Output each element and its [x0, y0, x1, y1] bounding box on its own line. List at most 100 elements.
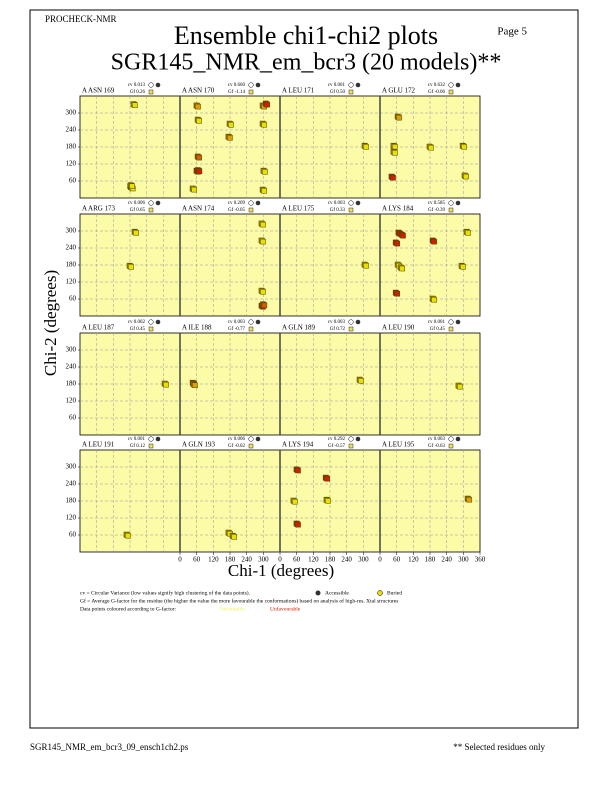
data-point	[196, 168, 203, 174]
y-tick-label: 60	[69, 177, 77, 185]
data-point	[261, 122, 267, 128]
data-point	[399, 265, 405, 272]
legend-cv: cv = Circular Variance (low values signi…	[80, 589, 251, 596]
y-tick-label: 60	[69, 531, 77, 539]
panel-gf: Gf -0.57	[328, 444, 345, 449]
x-tick-label: 180	[325, 556, 336, 564]
panel-cv: cv 0.003	[228, 320, 246, 325]
data-point	[260, 221, 266, 228]
panel-cv: cv 0.209	[228, 201, 246, 206]
panel-title: A ASN 174	[182, 205, 215, 213]
gf-icon	[448, 326, 454, 332]
data-point	[129, 183, 135, 189]
y-tick-label: 120	[66, 514, 77, 522]
x-tick-label: 0	[278, 556, 282, 564]
panel-title: A ARG 173	[82, 205, 116, 213]
panel-gf: Gf -1.14	[228, 90, 245, 95]
x-tick-label: 0	[378, 556, 382, 564]
x-tick-label: 120	[208, 556, 219, 564]
data-point	[196, 154, 202, 161]
x-tick-label: 180	[425, 556, 436, 564]
panel-cv: cv 0.013	[128, 83, 146, 88]
panel-title: A LYS 184	[382, 205, 414, 213]
x-tick-label: 60	[193, 556, 201, 564]
y-tick-label: 180	[66, 143, 77, 151]
cv-icon	[148, 436, 154, 442]
panel-title: A LEU 187	[82, 324, 115, 332]
y-tick-label: 120	[66, 160, 77, 168]
page-number: Page 5	[497, 26, 527, 38]
data-point	[394, 291, 400, 297]
panel-gf: Gf 0.65	[130, 208, 146, 213]
gf-icon	[248, 89, 254, 95]
panel-title: A GLU 172	[382, 87, 416, 95]
y-tick-label: 240	[66, 363, 77, 371]
panel-gf: Gf -0.63	[428, 444, 445, 449]
panel-title: A LEU 171	[282, 87, 315, 95]
data-point	[394, 240, 400, 247]
cv-icon	[448, 319, 454, 325]
gf-icon	[348, 326, 354, 332]
y-tick-label: 300	[66, 346, 77, 354]
data-point	[295, 467, 301, 474]
panel-title: A GLN 193	[182, 441, 216, 449]
gf-icon	[348, 207, 354, 213]
data-point	[260, 289, 266, 295]
panel-cv: cv 0.632	[428, 83, 446, 88]
data-point	[163, 381, 169, 388]
data-point	[428, 144, 434, 151]
panel-cv: cv 0.585	[428, 201, 446, 206]
y-tick-label: 120	[66, 278, 77, 286]
data-point	[460, 264, 466, 270]
cv-icon	[348, 200, 354, 206]
data-point	[461, 144, 467, 150]
data-point	[133, 230, 139, 236]
y-tick-label: 180	[66, 380, 77, 388]
panel-gf: Gf 0.72	[330, 327, 346, 332]
panel-cv: cv 0.001	[128, 437, 146, 442]
data-point	[431, 296, 437, 303]
x-tick-label: 120	[408, 556, 419, 564]
access-icon	[155, 436, 161, 442]
gf-icon	[248, 443, 254, 449]
data-point	[227, 135, 233, 141]
gf-icon	[248, 207, 254, 213]
legend-accessible: Accessible	[325, 590, 349, 596]
panel-title: A LEU 195	[382, 441, 415, 449]
data-point	[400, 232, 406, 239]
x-tick-label: 240	[241, 556, 252, 564]
y-tick-label: 120	[66, 397, 77, 405]
page-frame	[29, 9, 579, 729]
access-icon	[355, 436, 361, 442]
data-point	[392, 144, 398, 150]
y-tick-label: 180	[66, 497, 77, 505]
data-point	[261, 188, 267, 194]
panel-gf: Gf 0.45	[430, 327, 446, 332]
data-point	[196, 118, 202, 124]
access-icon	[155, 82, 161, 88]
y-axis-label: Chi-2 (degrees)	[41, 270, 60, 376]
cv-icon	[248, 200, 254, 206]
access-icon	[455, 82, 461, 88]
data-point	[261, 302, 268, 309]
panel-gf: Gf 0.45	[130, 327, 146, 332]
panel-gf: Gf -0.02	[228, 444, 245, 449]
cv-icon	[248, 319, 254, 325]
legend-colour: Data points coloured according to G-fact…	[80, 605, 177, 612]
panel-gf: Gf 0.12	[130, 444, 146, 449]
cv-icon	[348, 82, 354, 88]
panel-gf: Gf -0.39	[428, 208, 445, 213]
gf-icon	[148, 326, 154, 332]
data-point	[324, 476, 330, 482]
panel-cv: cv 0.003	[428, 437, 446, 442]
panel-gf: Gf 0.50	[330, 90, 346, 95]
buried-icon	[377, 590, 383, 596]
data-point	[431, 238, 437, 245]
data-point	[295, 521, 301, 528]
gf-icon	[148, 89, 154, 95]
data-point	[390, 174, 396, 181]
x-tick-label: 300	[458, 556, 469, 564]
access-icon	[155, 200, 161, 206]
data-point	[392, 150, 398, 156]
